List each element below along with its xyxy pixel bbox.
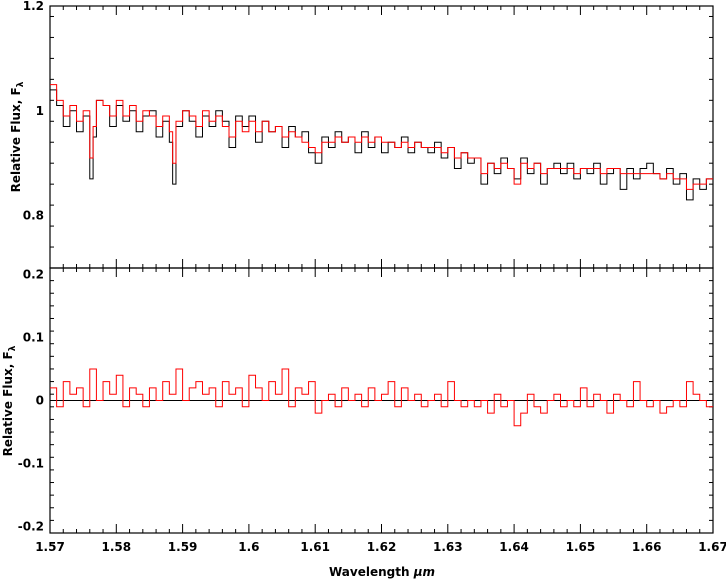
x-tick-label: 1.67 bbox=[698, 540, 726, 554]
y-tick-label: 0.8 bbox=[23, 209, 44, 223]
bottom-panel-ytick-labels: -0.2 -0.1 0 0.1 0.2 bbox=[18, 267, 44, 533]
bottom-panel-ticks bbox=[49, 267, 714, 534]
y-tick-label: 1 bbox=[36, 104, 44, 118]
top-panel-ytick-labels: 0.8 1 1.2 bbox=[23, 0, 44, 223]
x-tick-labels: 1.57 1.58 1.59 1.6 1.61 1.62 1.63 1.64 1.65 1.66 1… bbox=[35, 540, 726, 554]
x-tick-label: 1.57 bbox=[35, 540, 65, 554]
y-tick-label: 0.2 bbox=[23, 267, 44, 281]
x-tick-label: 1.64 bbox=[499, 540, 529, 554]
top-panel: 0.8 1 1.2 Relative Flux, Fλ bbox=[9, 0, 714, 269]
x-axis-title-text: Wavelength bbox=[329, 565, 410, 579]
x-tick-label: 1.6 bbox=[238, 540, 259, 554]
x-tick-label: 1.66 bbox=[632, 540, 662, 554]
top-panel-series bbox=[50, 84, 713, 201]
x-tick-label: 1.63 bbox=[433, 540, 463, 554]
bottom-panel-series bbox=[50, 368, 713, 427]
series-line-1 bbox=[50, 84, 713, 190]
x-tick-label: 1.58 bbox=[101, 540, 131, 554]
top-ylabel-subscript: λ bbox=[16, 81, 26, 87]
y-tick-label: -0.1 bbox=[18, 457, 44, 471]
x-axis-title-unit: μm bbox=[413, 565, 435, 579]
top-ylabel: Relative Flux, Fλ bbox=[9, 81, 26, 192]
y-tick-label: 0.1 bbox=[23, 330, 44, 344]
y-tick-label: -0.2 bbox=[18, 520, 44, 534]
bottom-ylabel: Relative Flux, Fλ bbox=[1, 345, 18, 456]
bottom-panel: -0.2-0.100.10.2 1.57 1.58 1.59 1.6 1.61 1.62 1… bbox=[1, 267, 726, 579]
series-line-0 bbox=[50, 89, 713, 201]
x-tick-label: 1.65 bbox=[566, 540, 596, 554]
top-ylabel-text: Relative Flux, F bbox=[9, 87, 23, 192]
bottom-ylabel-subscript: λ bbox=[8, 345, 18, 351]
bottom-ylabel-text: Relative Flux, F bbox=[1, 351, 15, 456]
top-panel-ticks bbox=[49, 6, 714, 269]
x-tick-label: 1.59 bbox=[168, 540, 198, 554]
y-tick-label: 0 bbox=[36, 394, 44, 408]
x-axis-title: Wavelength μm bbox=[329, 565, 435, 579]
y-tick-label: 1.2 bbox=[23, 0, 44, 13]
x-tick-label: 1.62 bbox=[367, 540, 397, 554]
x-tick-label: 1.61 bbox=[300, 540, 330, 554]
series-line-0 bbox=[50, 368, 713, 427]
